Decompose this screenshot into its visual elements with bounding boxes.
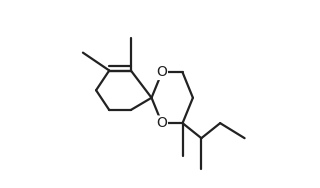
Text: O: O <box>156 65 167 79</box>
Text: O: O <box>156 116 167 130</box>
